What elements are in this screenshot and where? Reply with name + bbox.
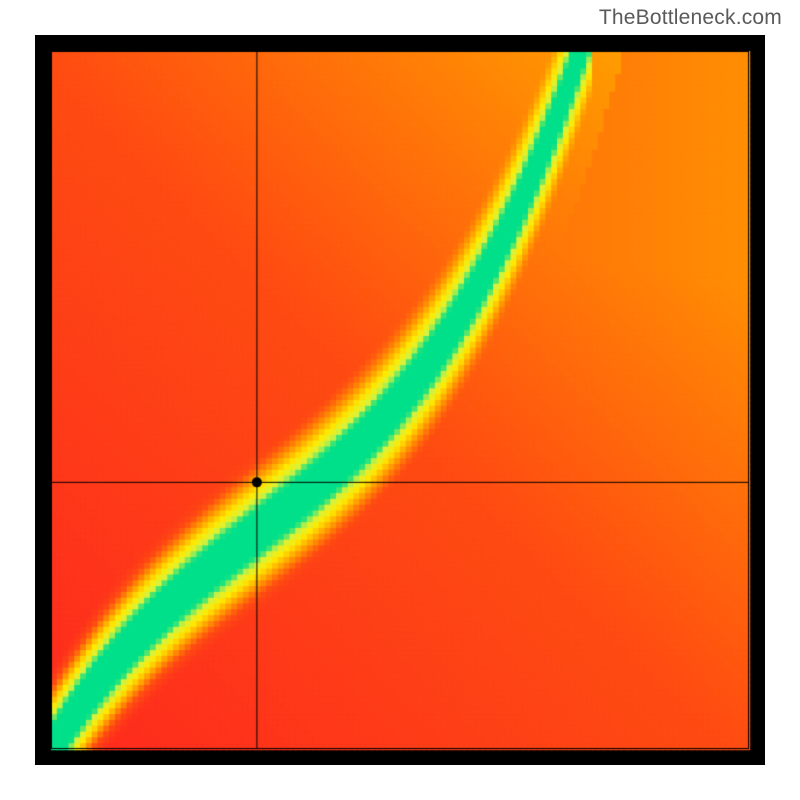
attribution-text: TheBottleneck.com bbox=[599, 6, 782, 30]
heatmap-plot bbox=[35, 35, 765, 765]
heatmap-canvas bbox=[35, 35, 765, 765]
figure-wrap: TheBottleneck.com bbox=[0, 0, 800, 800]
